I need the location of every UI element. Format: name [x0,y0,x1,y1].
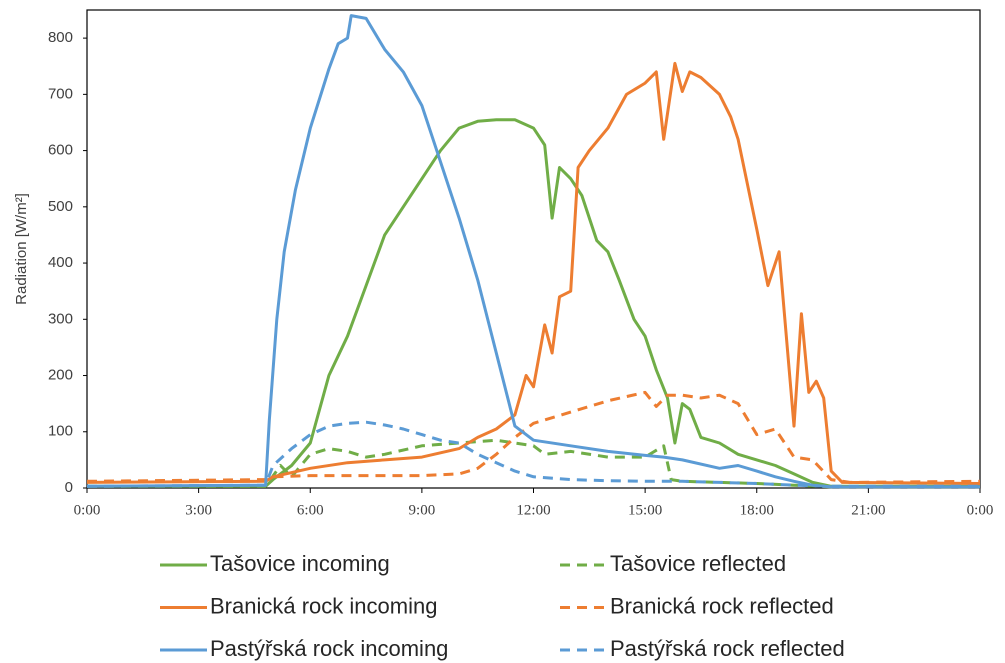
y-tick-label: 600 [48,142,73,159]
y-tick-label: 500 [48,198,73,215]
y-tick-label: 200 [48,366,73,383]
x-tick-label: 18:00 [740,502,774,518]
legend-label: Tašovice incoming [210,551,390,576]
legend-label: Branická rock reflected [610,593,834,618]
legend-label: Pastýřská rock incoming [210,636,448,661]
series-line [86,390,981,484]
x-tick-label: 0:00 [74,502,101,518]
legend-label: Pastýřská rock reflected [610,636,845,661]
x-tick-label: 0:00 [967,502,994,518]
series-line [86,420,980,488]
x-tick-label: 21:00 [851,502,885,518]
x-tick-label: 15:00 [628,502,662,518]
y-tick-label: 0 [65,479,73,496]
legend-label: Branická rock incoming [210,593,437,618]
x-tick-label: 6:00 [297,502,324,518]
legend-label: Tašovice reflected [610,551,786,576]
x-tick-label: 12:00 [516,502,550,518]
x-tick-label: 9:00 [409,502,436,518]
y-axis-label: Radiation [W/m²] [13,193,30,305]
series-line [86,14,980,489]
y-tick-label: 800 [48,29,73,46]
series-line [86,61,981,485]
y-tick-label: 400 [48,254,73,271]
series-line [87,118,980,488]
y-tick-label: 100 [48,423,73,440]
series-line [87,438,980,489]
x-tick-label: 3:00 [185,502,212,518]
plot-frame [86,9,981,489]
y-tick-label: 300 [48,310,73,327]
y-tick-label: 700 [48,85,73,102]
